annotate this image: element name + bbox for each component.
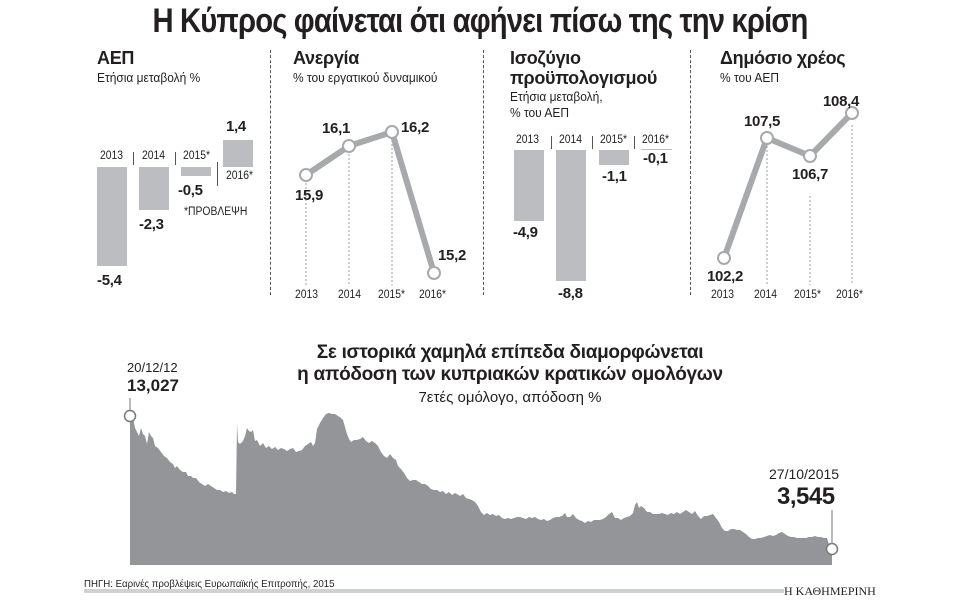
- bond-title-line2: η απόδοση των κυπριακών κρατικών ομολόγω…: [297, 364, 723, 385]
- budget-bar-2013: [514, 150, 544, 221]
- budget-value-2016: -0,1: [643, 150, 668, 167]
- debt-year-2015: 2015*: [794, 289, 822, 301]
- forecast-note: *ΠΡΟΒΛΕΨΗ: [184, 206, 248, 218]
- budget-subtitle-line1: Ετήσια μεταβολή,: [510, 89, 603, 104]
- budget-value-2014: -8,8: [558, 285, 583, 302]
- budget-value-2013: -4,9: [513, 224, 538, 241]
- debt-point-2013: [717, 251, 731, 265]
- gdp-value-2015: -0,5: [178, 182, 203, 199]
- gdp-year-2014: 2014: [142, 150, 166, 162]
- gdp-title: ΑΕΠ: [97, 48, 135, 68]
- gdp-value-2016: 1,4: [226, 118, 246, 135]
- gdp-value-2014: -2,3: [139, 216, 164, 233]
- debt-value-2013: 102,2: [707, 268, 744, 285]
- panel-divider: [483, 50, 484, 295]
- panel-divider: [270, 50, 271, 295]
- debt-value-2014: 107,5: [744, 113, 781, 130]
- gdp-subtitle: Ετήσια μεταβολή %: [97, 70, 201, 85]
- unemployment-value-2016: 15,2: [438, 247, 466, 264]
- budget-2016-baseline: [641, 149, 672, 150]
- gdp-year-2013: 2013: [100, 150, 124, 162]
- gdp-separator: [175, 152, 176, 165]
- bond-subtitle: 7ετές ομόλογο, απόδοση %: [418, 389, 602, 406]
- gdp-panel: ΑΕΠ Ετήσια μεταβολή %: [97, 48, 267, 298]
- debt-title: Δημόσιο χρέος: [720, 48, 846, 68]
- gdp-separator: [133, 152, 134, 165]
- budget-year-2014: 2014: [559, 134, 583, 146]
- budget-year-2013: 2013: [516, 134, 540, 146]
- budget-title-line2: προϋπολογισμού: [510, 68, 658, 88]
- debt-subtitle: % του ΑΕΠ: [720, 70, 779, 85]
- debt-point-2014: [760, 131, 774, 145]
- panel-divider: [690, 50, 691, 295]
- unemployment-point-2013: [299, 168, 313, 182]
- debt-value-2016: 108,4: [823, 93, 860, 110]
- gdp-year-2015: 2015*: [183, 150, 211, 162]
- budget-separator: [551, 136, 552, 149]
- unemployment-value-2015: 16,2: [401, 119, 429, 136]
- unemployment-year-2014: 2014: [338, 289, 362, 301]
- gdp-bar-2013: [97, 167, 127, 266]
- gdp-separator: [217, 162, 218, 186]
- unemployment-year-2013: 2013: [295, 289, 319, 301]
- gdp-bar-2014: [139, 167, 169, 210]
- debt-value-2015: 106,7: [792, 166, 829, 183]
- bond-start-value: 13,027: [127, 376, 179, 395]
- gdp-value-2013: -5,4: [97, 272, 122, 289]
- bond-title-line1: Σε ιστορικά χαμηλά επίπεδα διαμορφώνεται: [316, 342, 704, 363]
- unemployment-subtitle: % του εργατικού δυναμικού: [293, 70, 438, 85]
- budget-year-2016: 2016*: [642, 134, 670, 146]
- budget-subtitle-line2: % του ΑΕΠ: [510, 105, 569, 120]
- source-note: ΠΗΓΗ: Εαρινές προβλέψεις Ευρωπαϊκής Επιτ…: [84, 578, 335, 590]
- budget-bar-2015: [599, 150, 629, 165]
- unemployment-year-2016: 2016*: [419, 289, 447, 301]
- gdp-bar-2015: [181, 167, 211, 176]
- unemployment-value-2013: 15,9: [295, 187, 323, 204]
- budget-value-2015: -1,1: [602, 168, 627, 185]
- bond-start-point: [123, 409, 137, 423]
- bond-end-date: 27/10/2015: [769, 466, 840, 482]
- debt-year-2013: 2013: [711, 289, 735, 301]
- unemployment-panel: Ανεργία % του εργατικού δυναμικού: [293, 48, 473, 86]
- unemployment-point-2016: [427, 266, 441, 280]
- unemployment-point-2014: [342, 139, 356, 153]
- budget-bar-2014: [556, 150, 586, 281]
- publisher-logo: Η ΚΑΘΗΜΕΡΙΝΗ: [784, 584, 876, 598]
- debt-year-2014: 2014: [754, 289, 778, 301]
- budget-panel: Ισοζύγιο προϋπολογισμού Ετήσια μεταβολή,…: [510, 48, 680, 121]
- debt-year-2016: 2016*: [836, 289, 864, 301]
- debt-point-2015: [803, 149, 817, 163]
- unemployment-year-2015: 2015*: [378, 289, 406, 301]
- gdp-bar-2016: [223, 140, 253, 167]
- unemployment-value-2014: 16,1: [322, 120, 350, 137]
- debt-panel: Δημόσιο χρέος % του ΑΕΠ: [720, 48, 890, 86]
- bond-start-date: 20/12/12: [127, 360, 178, 375]
- footer-rule: [84, 589, 784, 593]
- budget-title-line1: Ισοζύγιο: [510, 48, 581, 68]
- budget-separator: [634, 136, 635, 149]
- bond-end-point: [825, 542, 839, 556]
- budget-year-2015: 2015*: [600, 134, 628, 146]
- main-title: Η Κύπρος φαίνεται ότι αφήνει πίσω της τη…: [152, 2, 809, 40]
- debt-point-2016: [845, 106, 859, 120]
- bond-end-value: 3,545: [777, 483, 835, 510]
- unemployment-point-2015: [385, 125, 399, 139]
- unemployment-title: Ανεργία: [293, 48, 359, 68]
- budget-separator: [592, 136, 593, 149]
- gdp-year-2016: 2016*: [226, 170, 254, 182]
